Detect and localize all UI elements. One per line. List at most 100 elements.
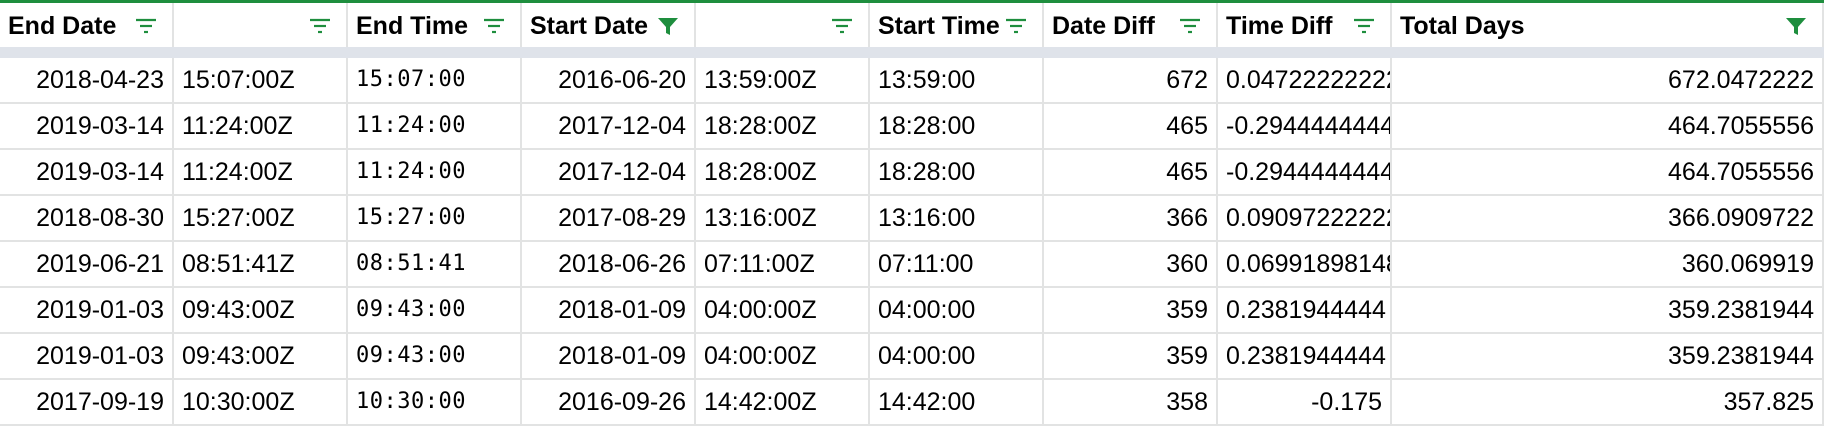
cell-end-date[interactable]: 2017-09-19	[0, 380, 174, 424]
header-start-date[interactable]: Start Date	[522, 3, 696, 50]
cell-end-time[interactable]: 08:51:41	[348, 242, 522, 286]
cell-start-time-utc[interactable]: 18:28:00Z	[696, 150, 870, 194]
cell-end-time[interactable]: 09:43:00	[348, 288, 522, 332]
cell-date-diff[interactable]: 465	[1044, 104, 1218, 148]
cell-start-time-utc[interactable]: 07:11:00Z	[696, 242, 870, 286]
cell-date-diff[interactable]: 359	[1044, 334, 1218, 378]
cell-time-diff[interactable]: 0.06991898148	[1218, 242, 1392, 286]
cell-start-date[interactable]: 2016-06-20	[522, 58, 696, 102]
cell-end-date[interactable]: 2019-06-21	[0, 242, 174, 286]
cell-end-time-utc[interactable]: 11:24:00Z	[174, 150, 348, 194]
header-label: Start Time	[878, 12, 1000, 40]
cell-end-time[interactable]: 11:24:00	[348, 150, 522, 194]
header-label: Time Diff	[1226, 12, 1333, 40]
cell-total-days[interactable]: 360.069919	[1392, 242, 1824, 286]
table-row: 2019-01-03 09:43:00Z 09:43:00 2018-01-09 04:…	[0, 288, 1824, 334]
filter-lines-icon[interactable]	[1178, 15, 1202, 37]
filter-funnel-icon[interactable]	[1784, 15, 1808, 37]
active-range-border	[0, 0, 1824, 3]
header-end-time[interactable]: End Time	[348, 3, 522, 50]
cell-total-days[interactable]: 359.2381944	[1392, 334, 1824, 378]
filter-lines-icon[interactable]	[482, 15, 506, 37]
cell-end-date[interactable]: 2018-04-23	[0, 58, 174, 102]
cell-total-days[interactable]: 464.7055556	[1392, 104, 1824, 148]
cell-start-time[interactable]: 04:00:00	[870, 334, 1044, 378]
cell-end-time[interactable]: 15:27:00	[348, 196, 522, 240]
cell-end-date[interactable]: 2019-01-03	[0, 334, 174, 378]
cell-end-date[interactable]: 2019-03-14	[0, 104, 174, 148]
header-start-time-utc[interactable]	[696, 3, 870, 50]
cell-time-diff[interactable]: 0.2381944444	[1218, 334, 1392, 378]
filter-lines-icon[interactable]	[1352, 15, 1376, 37]
cell-start-time-utc[interactable]: 18:28:00Z	[696, 104, 870, 148]
cell-time-diff[interactable]: 0.04722222222	[1218, 58, 1392, 102]
cell-start-time-utc[interactable]: 04:00:00Z	[696, 288, 870, 332]
cell-total-days[interactable]: 464.7055556	[1392, 150, 1824, 194]
cell-start-date[interactable]: 2017-12-04	[522, 104, 696, 148]
cell-start-time-utc[interactable]: 14:42:00Z	[696, 380, 870, 424]
cell-end-time[interactable]: 15:07:00	[348, 58, 522, 102]
cell-total-days[interactable]: 357.825	[1392, 380, 1824, 424]
cell-start-time[interactable]: 07:11:00	[870, 242, 1044, 286]
cell-end-time-utc[interactable]: 15:27:00Z	[174, 196, 348, 240]
cell-end-time-utc[interactable]: 15:07:00Z	[174, 58, 348, 102]
cell-start-date[interactable]: 2018-01-09	[522, 334, 696, 378]
cell-time-diff[interactable]: -0.175	[1218, 380, 1392, 424]
cell-date-diff[interactable]: 465	[1044, 150, 1218, 194]
cell-start-time[interactable]: 14:42:00	[870, 380, 1044, 424]
cell-end-time-utc[interactable]: 09:43:00Z	[174, 288, 348, 332]
cell-time-diff[interactable]: -0.2944444444	[1218, 150, 1392, 194]
cell-start-date[interactable]: 2016-09-26	[522, 380, 696, 424]
header-label: End Time	[356, 12, 469, 40]
cell-end-date[interactable]: 2019-03-14	[0, 150, 174, 194]
filter-lines-icon[interactable]	[1004, 15, 1028, 37]
filter-lines-icon[interactable]	[830, 15, 854, 37]
cell-time-diff[interactable]: 0.09097222222	[1218, 196, 1392, 240]
cell-total-days[interactable]: 366.0909722	[1392, 196, 1824, 240]
header-end-date[interactable]: End Date	[0, 3, 174, 50]
cell-date-diff[interactable]: 358	[1044, 380, 1218, 424]
cell-end-time-utc[interactable]: 09:43:00Z	[174, 334, 348, 378]
cell-start-time[interactable]: 13:59:00	[870, 58, 1044, 102]
table-row: 2019-06-21 08:51:41Z 08:51:41 2018-06-26 07:…	[0, 242, 1824, 288]
cell-end-time[interactable]: 11:24:00	[348, 104, 522, 148]
table-row: 2017-09-19 10:30:00Z 10:30:00 2016-09-26 14:…	[0, 380, 1824, 426]
cell-start-date[interactable]: 2017-12-04	[522, 150, 696, 194]
cell-start-time-utc[interactable]: 04:00:00Z	[696, 334, 870, 378]
cell-end-time[interactable]: 09:43:00	[348, 334, 522, 378]
header-total-days[interactable]: Total Days	[1392, 3, 1824, 50]
header-time-diff[interactable]: Time Diff	[1218, 3, 1392, 50]
header-date-diff[interactable]: Date Diff	[1044, 3, 1218, 50]
cell-total-days[interactable]: 672.0472222	[1392, 58, 1824, 102]
cell-end-time[interactable]: 10:30:00	[348, 380, 522, 424]
cell-start-date[interactable]: 2018-06-26	[522, 242, 696, 286]
cell-end-time-utc[interactable]: 08:51:41Z	[174, 242, 348, 286]
cell-end-time-utc[interactable]: 11:24:00Z	[174, 104, 348, 148]
cell-start-time[interactable]: 04:00:00	[870, 288, 1044, 332]
cell-start-date[interactable]: 2018-01-09	[522, 288, 696, 332]
cell-date-diff[interactable]: 359	[1044, 288, 1218, 332]
cell-end-date[interactable]: 2019-01-03	[0, 288, 174, 332]
filter-lines-icon[interactable]	[134, 15, 158, 37]
cell-start-time[interactable]: 18:28:00	[870, 150, 1044, 194]
frozen-row-divider[interactable]	[0, 47, 1824, 58]
cell-start-time-utc[interactable]: 13:16:00Z	[696, 196, 870, 240]
cell-end-time-utc[interactable]: 10:30:00Z	[174, 380, 348, 424]
cell-date-diff[interactable]: 672	[1044, 58, 1218, 102]
cell-start-date[interactable]: 2017-08-29	[522, 196, 696, 240]
cell-total-days[interactable]: 359.2381944	[1392, 288, 1824, 332]
cell-time-diff[interactable]: -0.2944444444	[1218, 104, 1392, 148]
header-end-time-utc[interactable]	[174, 3, 348, 50]
header-label: Start Date	[530, 12, 649, 40]
cell-date-diff[interactable]: 366	[1044, 196, 1218, 240]
header-start-time[interactable]: Start Time	[870, 3, 1044, 50]
filter-funnel-icon[interactable]	[656, 15, 680, 37]
cell-start-time[interactable]: 13:16:00	[870, 196, 1044, 240]
cell-end-date[interactable]: 2018-08-30	[0, 196, 174, 240]
cell-date-diff[interactable]: 360	[1044, 242, 1218, 286]
cell-start-time-utc[interactable]: 13:59:00Z	[696, 58, 870, 102]
cell-start-time[interactable]: 18:28:00	[870, 104, 1044, 148]
cell-time-diff[interactable]: 0.2381944444	[1218, 288, 1392, 332]
filter-lines-icon[interactable]	[308, 15, 332, 37]
